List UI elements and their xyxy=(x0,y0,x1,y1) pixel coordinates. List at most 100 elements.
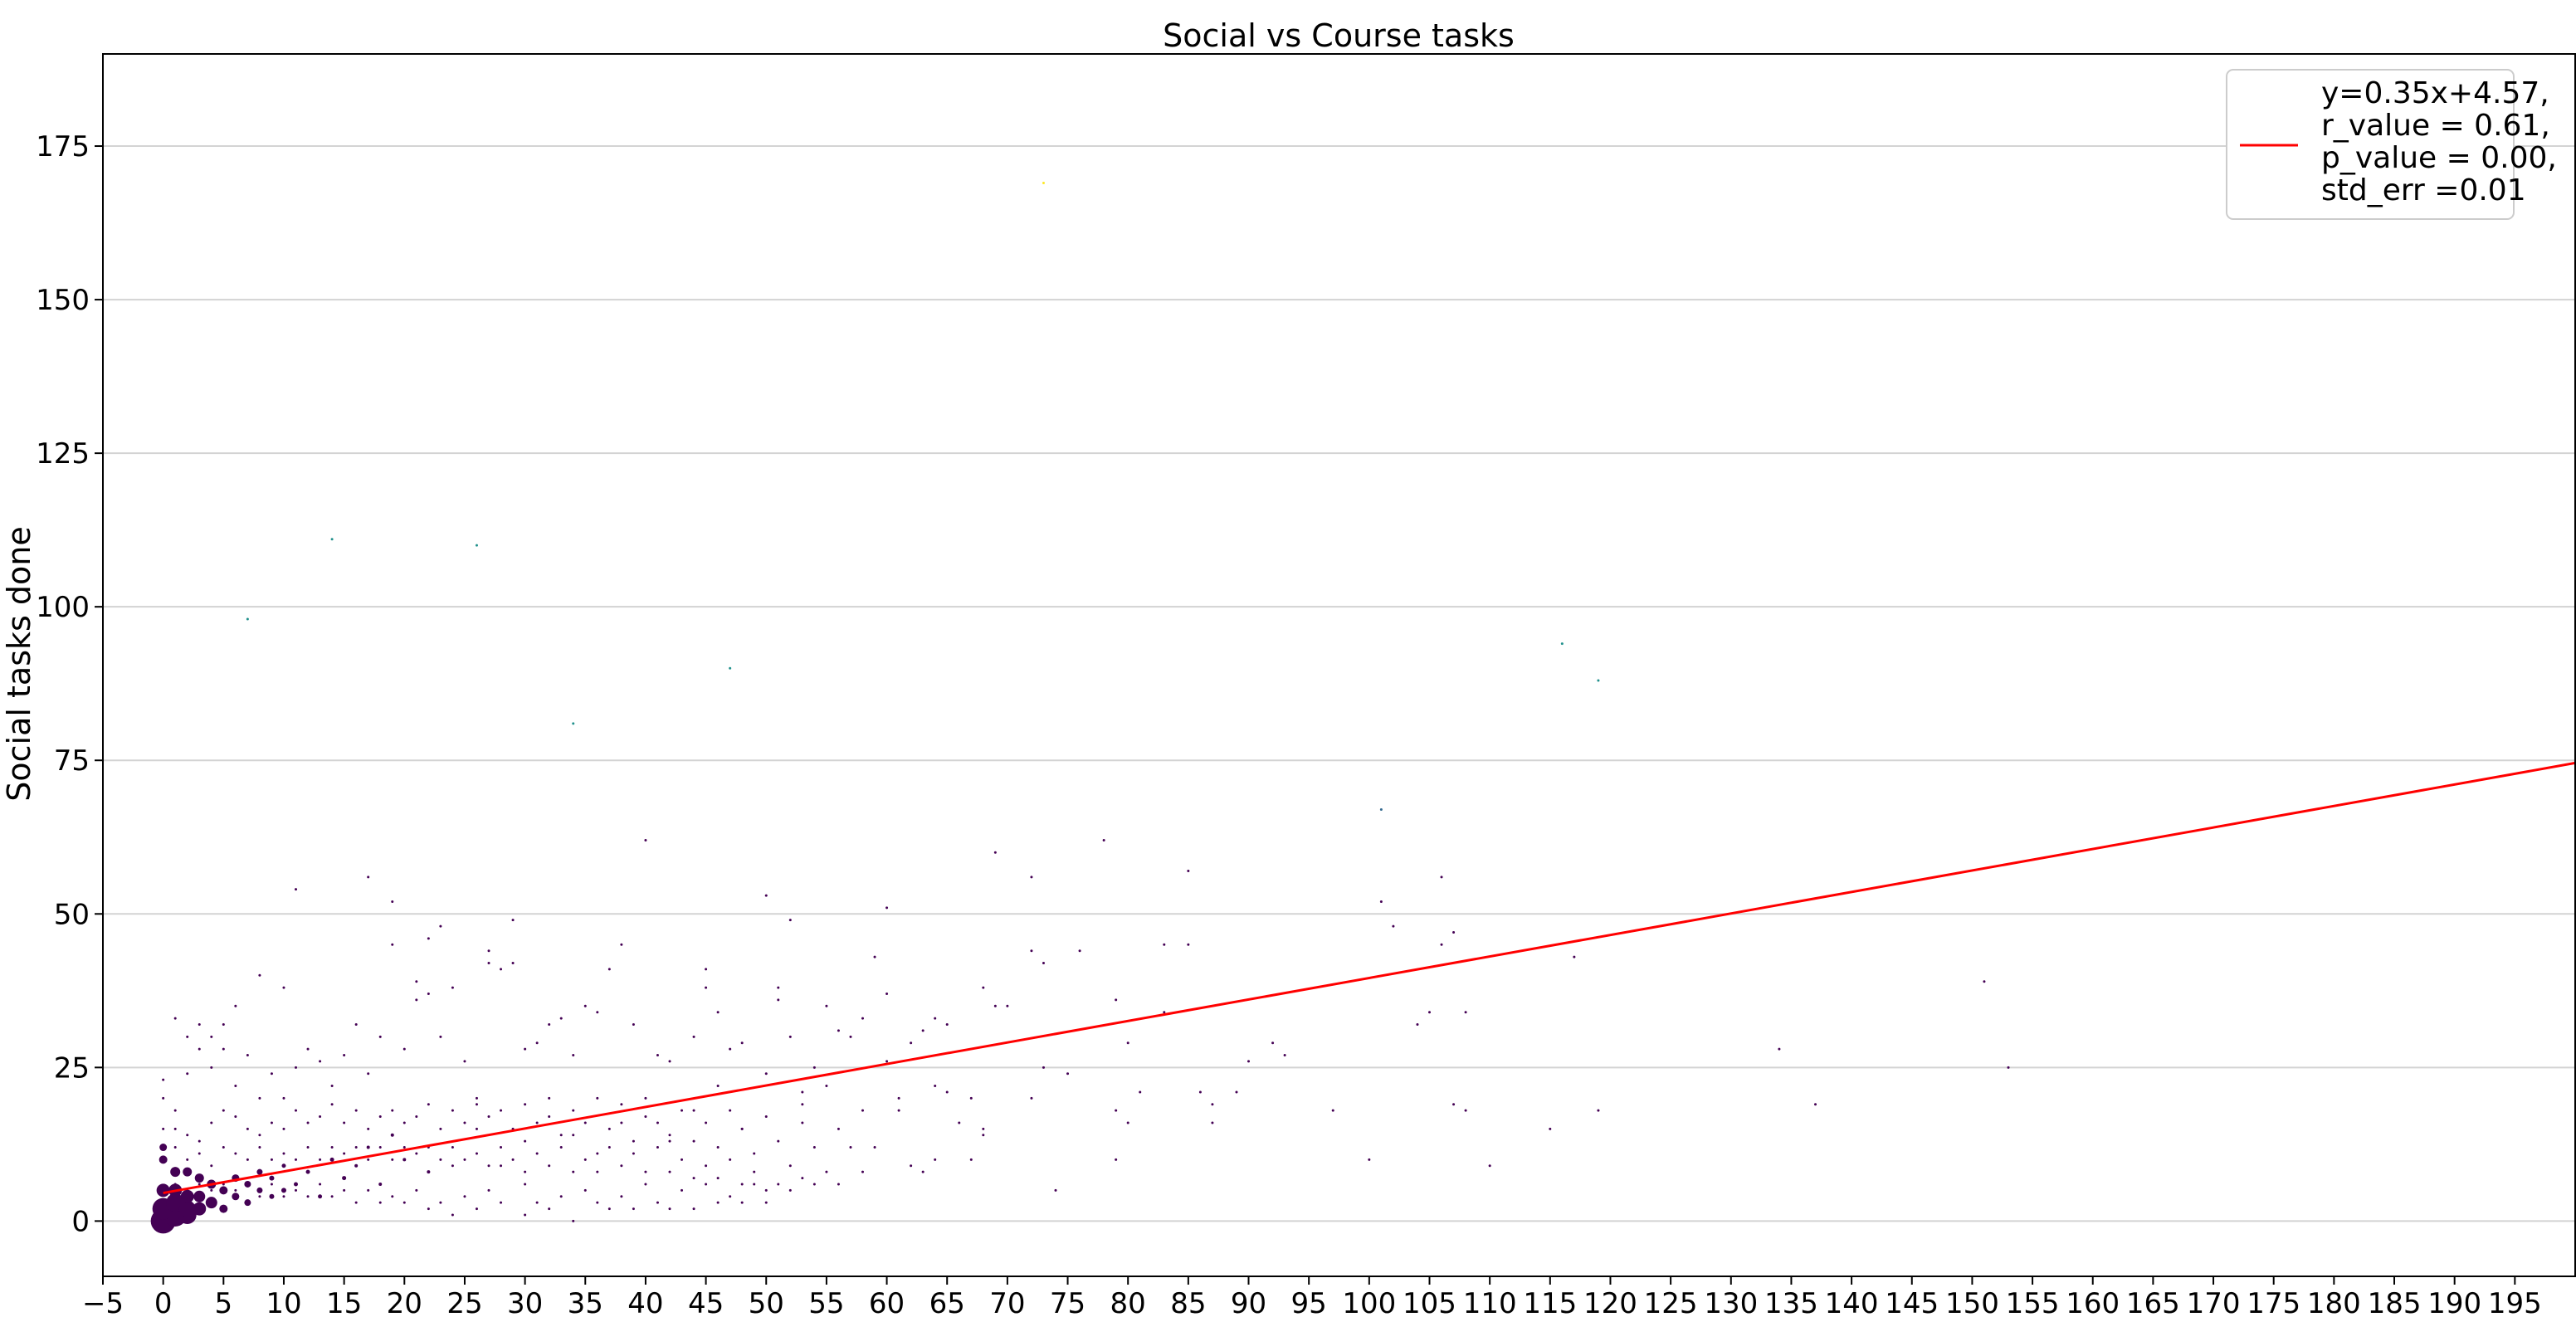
data-point xyxy=(692,1139,695,1143)
data-point xyxy=(234,1004,237,1007)
y-tick-label: 175 xyxy=(36,130,90,163)
data-point xyxy=(740,1127,744,1130)
data-point xyxy=(837,1127,840,1130)
data-point xyxy=(1139,1090,1142,1094)
data-point xyxy=(1247,1060,1251,1063)
data-point xyxy=(186,1134,189,1137)
x-tick-label: 25 xyxy=(446,1287,482,1317)
data-point xyxy=(463,1121,466,1124)
data-point xyxy=(451,986,454,989)
data-point xyxy=(572,1134,575,1137)
data-point xyxy=(886,1060,889,1063)
data-point xyxy=(258,973,261,977)
x-tick-label: 150 xyxy=(1945,1287,1999,1317)
data-point xyxy=(186,1158,189,1161)
data-point xyxy=(427,1103,430,1106)
data-point xyxy=(583,1004,587,1007)
data-point xyxy=(234,1085,237,1088)
data-point xyxy=(1187,869,1190,872)
data-point xyxy=(548,1023,551,1027)
data-point xyxy=(295,1066,298,1069)
x-tick-label: 90 xyxy=(1231,1287,1266,1317)
x-tick-label: 115 xyxy=(1523,1287,1577,1317)
legend: y=0.35x+4.57, r_value = 0.61, p_value = … xyxy=(2226,69,2557,220)
data-point xyxy=(343,1152,346,1155)
data-point xyxy=(910,1164,913,1168)
data-point xyxy=(716,1177,720,1180)
data-point xyxy=(945,1023,949,1027)
data-point xyxy=(873,1146,876,1149)
data-point xyxy=(475,1127,478,1130)
y-tick-label: 125 xyxy=(36,437,90,471)
data-point xyxy=(524,1103,527,1106)
data-point xyxy=(692,1207,695,1211)
x-tick-label: 140 xyxy=(1825,1287,1879,1317)
data-point xyxy=(391,1158,394,1161)
data-point xyxy=(1042,1066,1045,1069)
data-point xyxy=(740,1201,744,1204)
data-point xyxy=(729,1047,732,1051)
y-tick-label: 0 xyxy=(71,1205,90,1238)
data-point xyxy=(210,1035,213,1038)
x-tick-label: 105 xyxy=(1403,1287,1456,1317)
data-point xyxy=(475,544,478,547)
legend-box xyxy=(2226,69,2515,220)
data-point xyxy=(620,1164,623,1168)
data-point xyxy=(198,1183,201,1186)
data-point xyxy=(524,1183,527,1186)
data-point xyxy=(222,1109,225,1112)
data-point xyxy=(511,919,515,922)
data-point xyxy=(934,1017,937,1020)
data-point xyxy=(330,1085,334,1088)
data-point xyxy=(1163,1011,1166,1014)
data-point xyxy=(198,1047,201,1051)
data-point xyxy=(572,1170,575,1173)
data-point xyxy=(1006,1004,1009,1007)
data-point xyxy=(668,1139,671,1143)
data-point xyxy=(258,1134,261,1137)
data-point xyxy=(1597,679,1600,682)
data-point xyxy=(1440,876,1443,879)
data-point xyxy=(219,1204,228,1213)
x-tick-label: 45 xyxy=(688,1287,724,1317)
data-point xyxy=(186,1035,189,1038)
data-point xyxy=(668,1060,671,1063)
data-point xyxy=(620,1195,623,1198)
data-point xyxy=(837,1183,840,1186)
data-point xyxy=(825,1004,828,1007)
data-point xyxy=(270,1121,273,1124)
data-point xyxy=(1115,1158,1118,1161)
x-tick-label: 195 xyxy=(2488,1287,2542,1317)
data-point xyxy=(656,1054,659,1057)
data-point xyxy=(205,1197,217,1209)
data-point xyxy=(921,1029,925,1032)
data-point xyxy=(1198,1090,1202,1094)
data-point xyxy=(173,1183,177,1186)
data-point xyxy=(378,1146,382,1149)
data-point xyxy=(764,1201,768,1204)
data-point xyxy=(897,1096,900,1100)
data-point xyxy=(716,1201,720,1204)
data-point xyxy=(193,1202,207,1216)
data-point xyxy=(861,1109,864,1112)
data-point xyxy=(1597,1109,1600,1112)
data-point xyxy=(1030,876,1033,879)
data-point xyxy=(511,1158,515,1161)
data-point xyxy=(632,1152,635,1155)
data-point xyxy=(439,1035,442,1038)
data-point xyxy=(837,1029,840,1032)
data-point xyxy=(1163,943,1166,946)
data-point xyxy=(1983,980,1986,983)
data-point xyxy=(475,1152,478,1155)
data-point xyxy=(656,1146,659,1149)
data-point xyxy=(319,1060,322,1063)
data-point xyxy=(415,1188,418,1192)
data-point xyxy=(232,1193,240,1201)
data-point xyxy=(282,1152,285,1155)
y-gridlines xyxy=(103,145,2575,1222)
data-point xyxy=(282,986,285,989)
data-point xyxy=(548,1164,551,1168)
data-point xyxy=(1368,1158,1371,1161)
data-point xyxy=(1331,1109,1334,1112)
